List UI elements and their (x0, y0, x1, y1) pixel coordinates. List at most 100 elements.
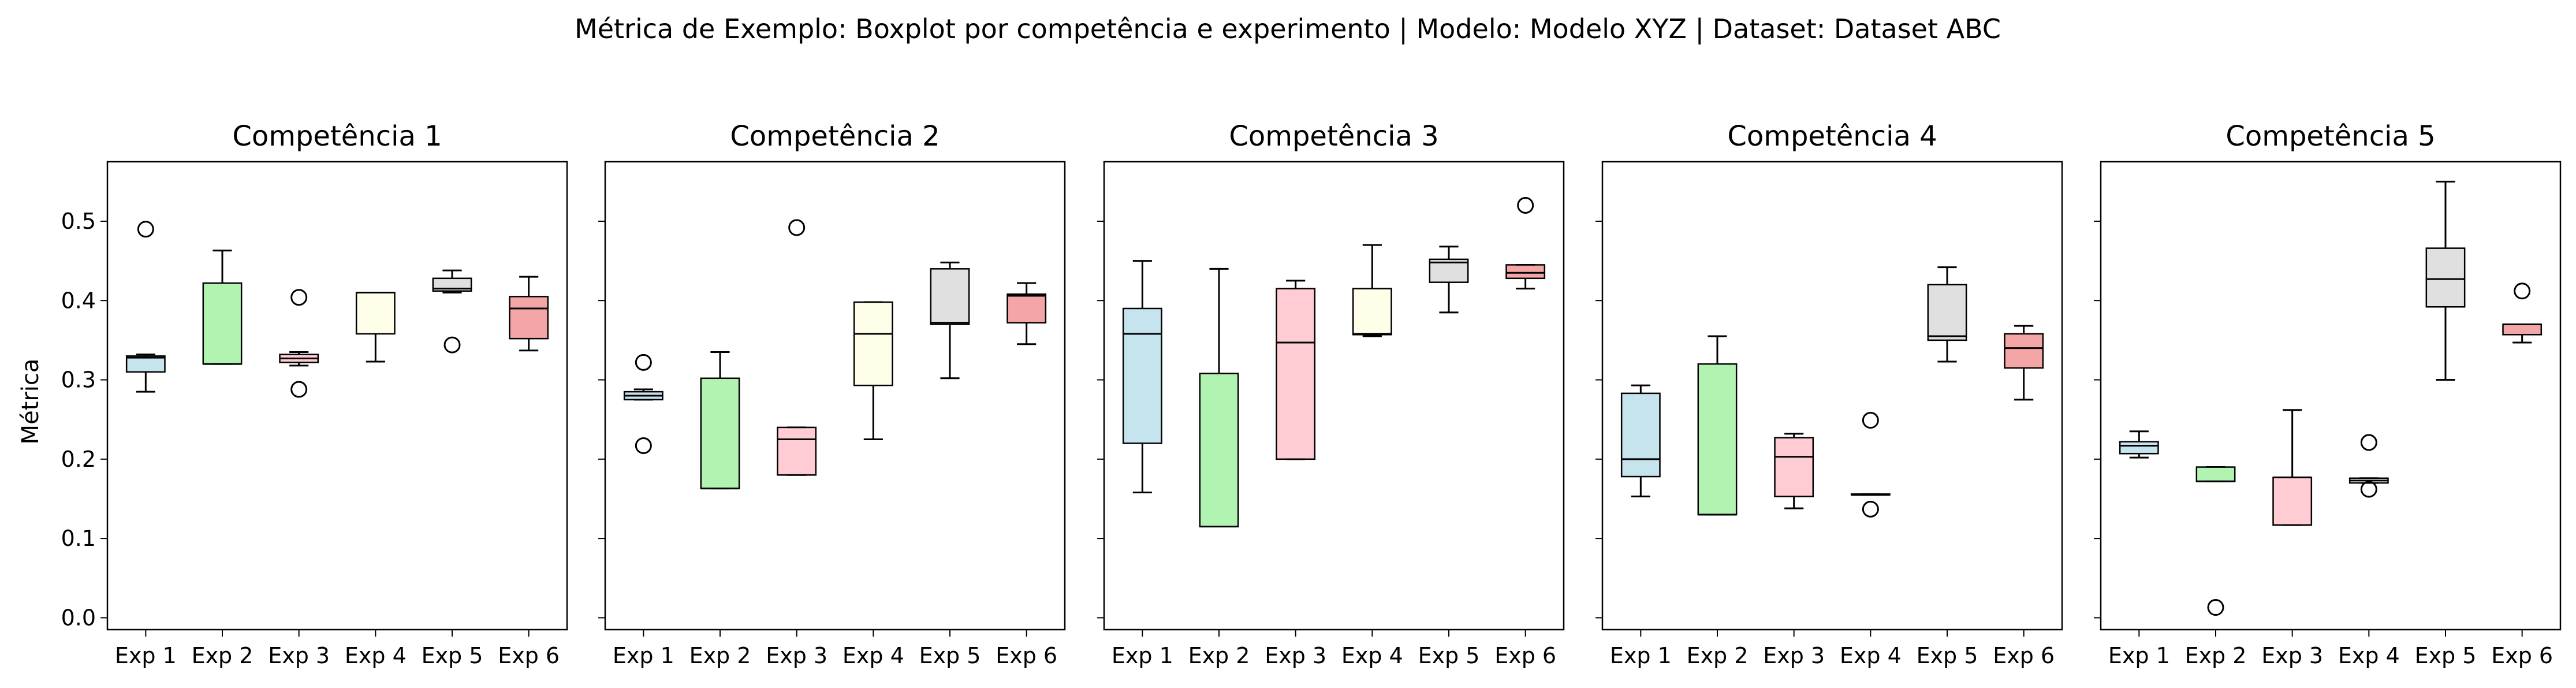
y-tick-label: 0.4 (61, 288, 96, 313)
iqr-box (509, 296, 549, 340)
axes-frame (2100, 161, 2562, 631)
iqr-box (1352, 288, 1392, 336)
outlier-point (2360, 434, 2377, 451)
outlier-point (1862, 500, 1879, 518)
iqr-box (125, 355, 166, 373)
box-exp-4 (2348, 434, 2389, 498)
box-exp-6 (1505, 197, 1546, 290)
box-exp-1 (1122, 260, 1162, 493)
x-tick-label: Exp 2 (2185, 643, 2247, 668)
x-tick-label: Exp 1 (1610, 643, 1672, 668)
box-exp-4 (1850, 412, 1891, 518)
x-tick-label: Exp 6 (996, 643, 1057, 668)
x-tick-label: Exp 1 (613, 643, 674, 668)
outlier-point (788, 219, 806, 236)
x-tick-label: Exp 6 (2491, 643, 2553, 668)
outlier-point (635, 354, 652, 371)
box-exp-5 (1429, 246, 1469, 314)
iqr-box (202, 282, 243, 365)
box-exp-3 (2272, 409, 2313, 526)
outlier-point (290, 381, 308, 398)
panel-4: Competência 4 Exp 1 Exp 2 Exp 3 Exp 4 Exp 5 Ex… (1595, 120, 2063, 668)
panel-3: Competência 3 Exp 1 Exp 2 Exp 3 Exp 4 Exp 5 Ex… (1097, 120, 1565, 668)
iqr-box (2502, 323, 2543, 336)
outlier-point (443, 336, 461, 354)
iqr-box (1620, 392, 1661, 478)
panel-title: Competência 4 (1727, 120, 1937, 153)
y-tick-label: 0.1 (61, 526, 96, 551)
x-tick-label: Exp 5 (422, 643, 483, 668)
outlier-point (1862, 412, 1879, 429)
iqr-box (2195, 466, 2236, 482)
x-tick-label: Exp 1 (2108, 643, 2170, 668)
x-tick-label: Exp 1 (115, 643, 177, 668)
outlier-point (635, 437, 652, 454)
y-tick-label: 0.5 (61, 209, 96, 234)
panel-title: Competência 3 (1229, 120, 1438, 153)
iqr-box (930, 268, 970, 325)
box-exp-4 (355, 292, 396, 363)
box-exp-2 (202, 250, 243, 365)
axes-frame (1601, 161, 2063, 631)
x-tick-label: Exp 1 (1112, 643, 1173, 668)
x-tick-label: Exp 4 (345, 643, 407, 668)
panels: Competência 1 0.0 0.1 0.2 0.3 0.4 0.5 Exp 1 Exp … (61, 120, 2562, 668)
panel-title: Competência 2 (730, 120, 940, 153)
x-tick-label: Exp 5 (1418, 643, 1480, 668)
x-tick-label: Exp 6 (498, 643, 560, 668)
box-exp-5 (1927, 266, 1967, 363)
outlier-point (2514, 282, 2531, 300)
axes-frame (604, 161, 1066, 631)
box-exp-1 (623, 354, 663, 454)
y-tick-label: 0.0 (61, 605, 96, 630)
x-tick-label: Exp 3 (766, 643, 827, 668)
box-exp-2 (1199, 267, 1239, 528)
outlier-point (1517, 197, 1534, 214)
x-tick-label: Exp 5 (919, 643, 981, 668)
iqr-box (2272, 477, 2313, 526)
panel-title: Competência 5 (2225, 120, 2435, 153)
iqr-box (700, 377, 740, 489)
iqr-box (2119, 441, 2159, 455)
box-exp-6 (1006, 282, 1047, 345)
x-tick-label: Exp 3 (268, 643, 330, 668)
iqr-box (1927, 284, 1967, 341)
box-exp-1 (125, 221, 166, 393)
x-tick-label: Exp 5 (2415, 643, 2477, 668)
box-exp-4 (1352, 244, 1392, 337)
box-exp-5 (432, 269, 472, 354)
box-exp-3 (1276, 280, 1316, 460)
box-exp-3 (777, 219, 817, 476)
iqr-box (1505, 264, 1546, 280)
outlier-point (2360, 481, 2377, 498)
panel-title: Competência 1 (232, 120, 442, 153)
box-exp-3 (279, 289, 319, 398)
x-tick-label: Exp 2 (689, 643, 751, 668)
iqr-box (853, 301, 893, 386)
box-exp-1 (1620, 384, 1661, 497)
figure-title: Métrica de Exemplo: Boxplot por competên… (575, 13, 2001, 45)
iqr-box (1122, 307, 1162, 444)
iqr-box (1276, 288, 1316, 460)
x-tick-label: Exp 4 (2338, 643, 2400, 668)
box-exp-6 (509, 276, 549, 352)
y-tick-label: 0.3 (61, 367, 96, 393)
panel-1: Competência 1 0.0 0.1 0.2 0.3 0.4 0.5 Exp 1 Exp … (61, 120, 568, 668)
iqr-box (1774, 437, 1814, 497)
outlier-point (290, 289, 308, 306)
x-tick-label: Exp 4 (1341, 643, 1403, 668)
x-tick-label: Exp 3 (2261, 643, 2323, 668)
x-tick-label: Exp 2 (1188, 643, 1250, 668)
iqr-box (2004, 333, 2044, 369)
box-exp-6 (2004, 325, 2044, 401)
y-tick-label: 0.2 (61, 447, 96, 472)
x-tick-label: Exp 3 (1763, 643, 1825, 668)
iqr-box (777, 426, 817, 476)
iqr-box (2425, 247, 2466, 308)
box-exp-2 (2195, 466, 2236, 616)
panel-2: Competência 2 Exp 1 Exp 2 Exp 3 Exp 4 Exp 5 Ex… (598, 120, 1066, 668)
x-tick-label: Exp 2 (1687, 643, 1749, 668)
x-tick-label: Exp 5 (1917, 643, 1978, 668)
axes-frame (106, 161, 568, 631)
